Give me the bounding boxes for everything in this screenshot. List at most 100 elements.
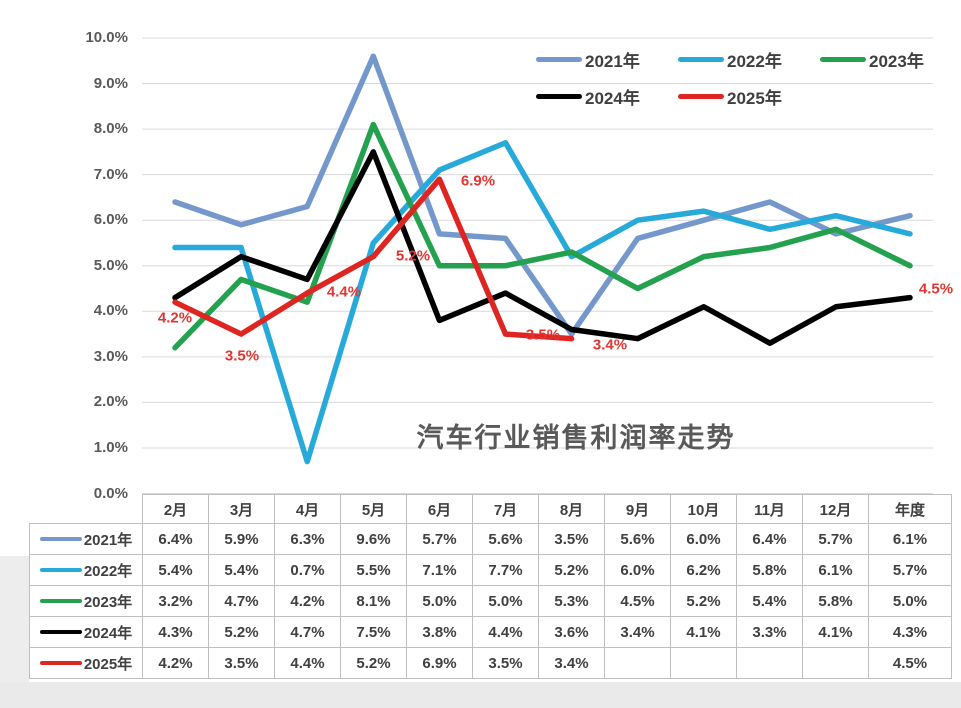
legend-key-line-icon — [678, 93, 724, 99]
y-axis-label: 7.0% — [93, 165, 128, 183]
series-key-line-icon — [39, 629, 82, 635]
table-column-header: 8月 — [538, 494, 605, 524]
table-value-cell: 6.2% — [670, 554, 737, 586]
table-value-cell: 5.4% — [736, 585, 803, 617]
data-label-2025年: 3.5% — [525, 326, 561, 344]
table-value-cell: 5.0% — [472, 585, 539, 617]
series-name-label: 2025年 — [83, 655, 133, 673]
chart-canvas — [142, 37, 933, 494]
legend-label: 2021年 — [585, 51, 640, 71]
legend-key-line-icon — [536, 56, 582, 62]
series-key-line-icon — [39, 598, 82, 604]
table-value-cell: 5.7% — [406, 523, 473, 555]
table-value-cell: 4.4% — [274, 647, 341, 679]
legend-item-2025年: 2025年 — [678, 85, 820, 108]
table-value-cell — [604, 647, 671, 679]
table-value-cell: 9.6% — [340, 523, 407, 555]
data-label-2025年: 3.5% — [224, 347, 260, 365]
table-value-cell: 7.5% — [340, 616, 407, 648]
data-label-2025年: 5.2% — [395, 247, 431, 265]
table-value-cell: 3.2% — [142, 585, 209, 617]
table-column-header: 4月 — [274, 494, 341, 524]
table-row-2024年: 2024年 4.3% 5.2% 4.7% 7.5% 3.8% 4.4% 3.6% 3.4% 4.1… — [29, 616, 952, 648]
table-value-cell: 5.8% — [802, 585, 869, 617]
legend-label: 2024年 — [585, 88, 640, 108]
table-value-cell: 5.6% — [472, 523, 539, 555]
table-row-header: 2021年 — [29, 523, 143, 555]
legend-label: 2023年 — [869, 51, 924, 71]
data-label-2025年: 3.4% — [592, 336, 628, 354]
data-table: 2月 3月 4月 5月 6月 7月 8月 9月 10月 11月 12月 年度 2021年 6.4% 5.9%… — [29, 494, 952, 679]
table-column-header: 6月 — [406, 494, 473, 524]
table-column-header: 11月 — [736, 494, 803, 524]
table-value-cell: 5.2% — [670, 585, 737, 617]
y-axis-label: 5.0% — [93, 256, 128, 274]
table-column-header: 10月 — [670, 494, 737, 524]
legend-label: 2025年 — [727, 88, 782, 108]
table-column-header: 9月 — [604, 494, 671, 524]
series-key-line-icon — [39, 660, 82, 666]
table-value-cell: 0.7% — [274, 554, 341, 586]
table-value-cell: 4.3% — [142, 616, 209, 648]
table-value-cell: 6.9% — [406, 647, 473, 679]
series-name-label: 2022年 — [83, 562, 133, 580]
table-value-cell: 5.2% — [208, 616, 275, 648]
table-column-header: 年度 — [868, 494, 952, 524]
series-name-label: 2023年 — [83, 593, 133, 611]
series-key-line-icon — [39, 536, 82, 542]
left-margin-strip — [0, 556, 29, 682]
table-value-cell: 3.4% — [538, 647, 605, 679]
legend-row-1: 2021年 2022年 2023年 — [536, 48, 961, 71]
data-label-2025年: 6.9% — [460, 172, 496, 190]
y-axis-label: 10.0% — [85, 29, 128, 46]
series-line-2022年 — [172, 140, 913, 465]
table-value-cell: 5.2% — [340, 647, 407, 679]
table-value-cell: 3.5% — [208, 647, 275, 679]
table-value-cell: 6.4% — [736, 523, 803, 555]
table-value-cell: 8.1% — [340, 585, 407, 617]
series-line-2024年 — [172, 149, 913, 346]
table-value-cell: 5.2% — [538, 554, 605, 586]
legend-item-2021年: 2021年 — [536, 48, 678, 71]
y-axis-label: 1.0% — [93, 438, 128, 456]
table-row-2022年: 2022年 5.4% 5.4% 0.7% 5.5% 7.1% 7.7% 5.2% 6.0% 6.2… — [29, 554, 952, 586]
table-value-cell: 3.5% — [538, 523, 605, 555]
table-value-cell: 5.0% — [406, 585, 473, 617]
table-value-cell: 7.7% — [472, 554, 539, 586]
table-row-header: 2024年 — [29, 616, 143, 648]
table-value-cell: 4.1% — [670, 616, 737, 648]
bottom-margin-strip — [0, 682, 961, 708]
table-value-cell: 5.9% — [208, 523, 275, 555]
legend-key-line-icon — [820, 56, 866, 62]
table-row-2025年: 2025年 4.2% 3.5% 4.4% 5.2% 6.9% 3.5% 3.4% 4.5% — [29, 647, 952, 679]
table-value-cell: 5.7% — [868, 554, 952, 586]
table-value-cell: 6.0% — [670, 523, 737, 555]
legend-key-line-icon — [678, 56, 724, 62]
table-value-cell: 4.3% — [868, 616, 952, 648]
table-value-cell: 6.1% — [802, 554, 869, 586]
table-value-cell: 3.4% — [604, 616, 671, 648]
table-column-header: 7月 — [472, 494, 539, 524]
table-value-cell: 5.8% — [736, 554, 803, 586]
table-value-cell: 5.0% — [868, 585, 952, 617]
series-name-label: 2024年 — [83, 624, 133, 642]
table-value-cell: 5.6% — [604, 523, 671, 555]
chart-title: 汽车行业销售利润率走势 — [416, 423, 736, 453]
table-value-cell: 4.1% — [802, 616, 869, 648]
data-label-2025年: 4.5% — [918, 280, 954, 298]
table-row-2023年: 2023年 3.2% 4.7% 4.2% 8.1% 5.0% 5.0% 5.3% 4.5% 5.2… — [29, 585, 952, 617]
y-axis-label: 2.0% — [93, 393, 128, 411]
table-value-cell: 4.7% — [274, 616, 341, 648]
table-row-header: 2025年 — [29, 647, 143, 679]
table-value-cell: 5.4% — [208, 554, 275, 586]
table-value-cell: 6.1% — [868, 523, 952, 555]
table-row-header: 2022年 — [29, 554, 143, 586]
table-value-cell — [736, 647, 803, 679]
table-value-cell: 4.5% — [604, 585, 671, 617]
table-value-cell: 6.4% — [142, 523, 209, 555]
series-key-line-icon — [39, 567, 82, 573]
table-value-cell — [802, 647, 869, 679]
table-value-cell: 5.7% — [802, 523, 869, 555]
table-value-cell: 4.2% — [274, 585, 341, 617]
table-value-cell: 4.4% — [472, 616, 539, 648]
